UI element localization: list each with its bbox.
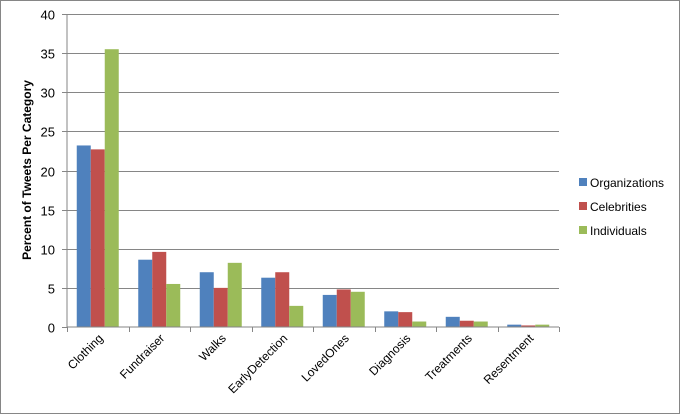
category-label: Resentment — [481, 331, 537, 387]
bar — [275, 272, 290, 327]
bar — [199, 272, 214, 327]
y-tick-label: 0 — [48, 321, 55, 336]
bar — [521, 325, 536, 327]
y-tick-label: 15 — [41, 204, 55, 219]
bar — [90, 149, 105, 327]
category-label: Fundraiser — [117, 331, 167, 381]
bar — [261, 277, 276, 327]
bar — [412, 321, 427, 327]
category-label: Diagnosis — [366, 331, 413, 378]
y-tick-label: 35 — [41, 47, 55, 62]
bar — [398, 312, 413, 327]
bar — [350, 291, 365, 327]
y-axis-label: Percent of Tweets Per Category — [20, 80, 34, 260]
legend-swatch — [579, 226, 587, 234]
legend-label: Individuals — [590, 224, 647, 238]
bar — [336, 289, 351, 327]
bar — [535, 324, 550, 327]
legend-label: Celebrities — [590, 200, 647, 214]
y-tick-label: 25 — [41, 125, 55, 140]
y-tick-label: 5 — [48, 282, 55, 297]
y-tick-label: 10 — [41, 243, 55, 258]
category-label: Treatments — [422, 331, 475, 384]
bar — [507, 324, 522, 327]
y-tick-label: 30 — [41, 86, 55, 101]
y-tick-label: 40 — [41, 8, 55, 23]
bar — [473, 321, 488, 327]
category-label: Clothing — [65, 331, 106, 372]
category-label: Walks — [196, 331, 229, 364]
bar — [459, 320, 474, 327]
category-label: LovedOnes — [299, 331, 352, 384]
bar — [104, 49, 119, 328]
x-axis-ticks — [67, 327, 560, 332]
legend-swatch — [579, 202, 587, 210]
bar — [322, 294, 337, 327]
y-tick-label: 20 — [41, 165, 55, 180]
bars — [76, 49, 550, 328]
gridlines — [67, 14, 559, 289]
bar — [152, 251, 167, 327]
bar — [138, 259, 153, 327]
bar — [213, 287, 228, 327]
bar — [166, 283, 181, 327]
legend-label: Organizations — [590, 176, 664, 190]
legend-swatch — [579, 178, 587, 186]
legend: Organizations Celebrities Individuals — [579, 176, 664, 238]
bar — [445, 316, 460, 327]
bar — [76, 145, 91, 327]
bar — [289, 305, 304, 327]
category-label: EarlyDetection — [225, 331, 290, 396]
y-axis-ticks: 0 5 10 15 20 25 30 35 40 — [41, 8, 67, 336]
bar — [384, 311, 399, 327]
bar — [227, 262, 242, 327]
